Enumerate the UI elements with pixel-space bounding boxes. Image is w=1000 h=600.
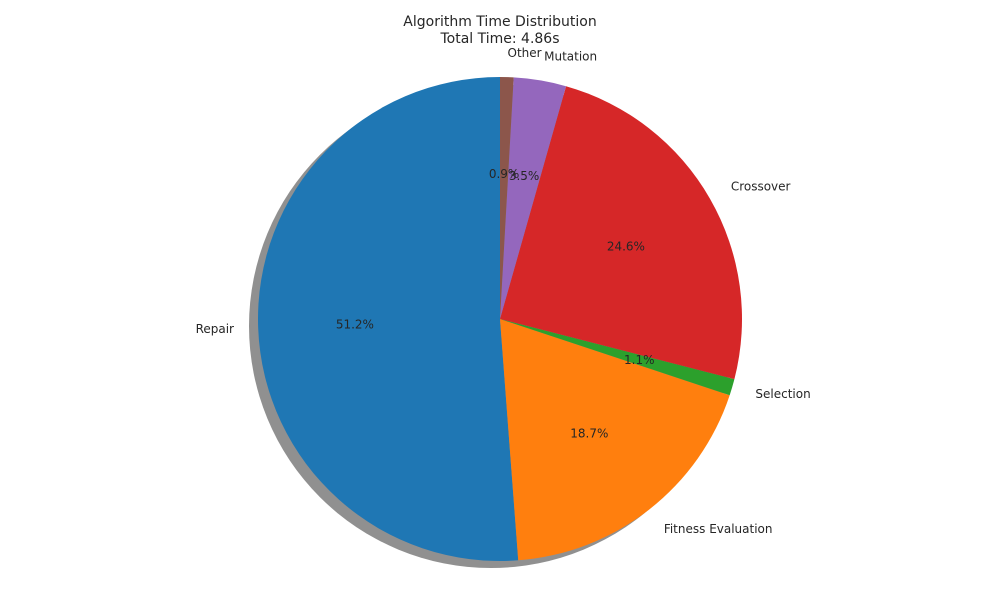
chart-subtitle: Total Time: 4.86s (439, 31, 559, 47)
pie-slice-crossover (500, 86, 742, 380)
pie-labels: Repair 51.2% Fitness Evaluation 18.7% Select… (196, 46, 811, 536)
chart-title: Algorithm Time Distribution (403, 14, 596, 30)
slice-label-fitness-evaluation: Fitness Evaluation (664, 522, 773, 536)
pct-label-other: 0.9% (489, 167, 520, 181)
slice-label-crossover: Crossover (731, 179, 791, 193)
slice-label-other: Other (508, 46, 542, 60)
pie-slice-mutation (500, 77, 567, 319)
pie-slices (257, 77, 742, 561)
pie-slice-repair (257, 77, 519, 561)
pct-label-mutation: 3.5% (509, 169, 540, 183)
pct-label-fitness-evaluation: 18.7% (570, 426, 608, 440)
slice-label-selection: Selection (755, 387, 810, 401)
pct-label-repair: 51.2% (336, 317, 374, 331)
slice-label-repair: Repair (196, 322, 234, 336)
pie-slice-other (500, 77, 514, 319)
slice-label-mutation: Mutation (544, 49, 597, 63)
pie-slice-selection (500, 319, 735, 396)
pct-label-crossover: 24.6% (607, 240, 645, 254)
pct-label-selection: 1.1% (624, 353, 655, 367)
pie-slice-fitness-evaluation (500, 319, 730, 561)
